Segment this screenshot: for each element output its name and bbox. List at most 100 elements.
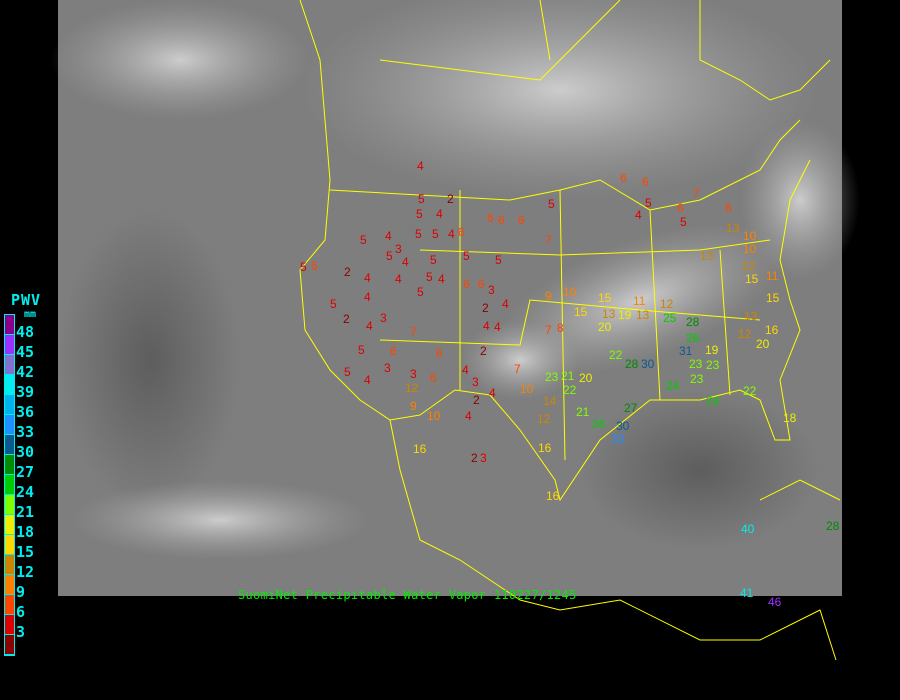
station-pwv-value: 5 [417,285,424,299]
station-pwv-value: 6 [487,211,494,225]
station-pwv-value: 6 [436,346,443,360]
station-pwv-value: 22 [609,348,623,362]
station-pwv-value: 5 [432,227,439,241]
station-pwv-value: 26 [592,417,606,431]
legend-swatch [5,635,14,655]
legend-swatch [5,555,14,575]
legend-label: 42 [16,363,35,381]
station-pwv-value: 4 [462,363,469,377]
station-pwv-value: 5 [430,253,437,267]
legend-title: PWV [11,291,42,309]
station-pwv-value: 4 [402,255,409,269]
legend-swatch [5,575,14,595]
station-pwv-value: 19 [618,308,632,322]
station-pwv-value: 20 [579,371,593,385]
station-pwv-value: 2 [473,393,480,407]
station-pwv-value: 5 [645,196,652,210]
legend-label: 27 [16,463,35,481]
legend-color-bar [4,314,15,656]
station-pwv-value: 5 [330,297,337,311]
station-pwv-value: 5 [358,343,365,357]
station-pwv-value: 7 [514,362,521,376]
station-pwv-value: 6 [478,277,485,291]
legend-label: 24 [16,483,35,501]
station-pwv-value: 4 [483,319,490,333]
station-pwv-value: 20 [598,320,612,334]
station-pwv-value: 12 [660,297,674,311]
legend-swatch [5,395,14,415]
station-pwv-value: 6 [463,277,470,291]
station-pwv-value: 7 [545,233,552,247]
station-pwv-value: 5 [680,215,687,229]
station-pwv-value: 4 [465,409,472,423]
station-pwv-value: 23 [690,372,704,386]
station-pwv-value: 28 [686,315,700,329]
station-pwv-value: 11 [766,269,779,283]
station-pwv-value: 6 [458,225,465,239]
station-pwv-value: 12 [537,412,551,426]
station-pwv-value: 4 [438,272,445,286]
station-pwv-value: 12 [738,327,752,341]
station-pwv-value: 21 [561,369,575,383]
station-pwv-value: 23 [545,370,559,384]
station-pwv-value: 10 [427,409,441,423]
station-pwv-value: 9 [410,399,417,413]
cloud-layer [50,0,860,560]
legend-swatch [5,415,14,435]
station-pwv-value: 5 [360,233,367,247]
station-pwv-value: 4 [364,290,371,304]
station-pwv-value: 7 [545,323,552,337]
station-pwv-value: 10 [743,242,757,256]
legend-label: 30 [16,443,35,461]
map-caption: SuomiNet Precipitable Water Vapor 110227… [238,588,577,602]
station-pwv-value: 6 [677,201,684,215]
station-pwv-value: 27 [624,401,638,415]
station-pwv-value: 6 [642,175,649,189]
station-pwv-value: 3 [384,361,391,375]
legend-swatch [5,315,14,335]
station-pwv-value: 14 [543,394,557,408]
station-pwv-value: 2 [447,192,454,206]
station-pwv-value: 3 [480,451,487,465]
station-pwv-value: 3 [472,375,479,389]
station-pwv-value: 4 [494,320,501,334]
station-pwv-value: 9 [545,289,552,303]
station-pwv-value: 6 [430,371,437,385]
station-pwv-value: 5 [300,260,307,274]
station-pwv-value: 25 [663,311,677,325]
station-pwv-value: 10 [520,382,534,396]
legend-swatch [5,495,14,515]
legend-swatch [5,335,14,355]
station-pwv-value: 4 [364,271,371,285]
station-pwv-value: 4 [448,227,455,241]
legend-label: 45 [16,343,35,361]
station-pwv-value: 30 [616,419,630,433]
station-pwv-value: 12 [405,381,419,395]
station-pwv-value: 6 [620,171,627,185]
legend-swatch [5,355,14,375]
station-pwv-value: 5 [418,192,425,206]
station-pwv-value: 4 [366,319,373,333]
station-pwv-value: 4 [364,373,371,387]
station-pwv-value: 8 [557,321,564,335]
station-pwv-value: 2 [482,301,489,315]
station-pwv-value: 4 [417,159,424,173]
legend-label: 12 [16,563,35,581]
station-pwv-value: 18 [783,411,797,425]
station-pwv-value: 4 [436,207,443,221]
station-pwv-value: 31 [679,344,693,358]
legend-label: 48 [16,323,35,341]
legend-swatch [5,515,14,535]
station-pwv-value: 16 [538,441,552,455]
station-pwv-value: 13 [636,308,650,322]
legend-label: 15 [16,543,35,561]
station-pwv-value: 2 [471,451,478,465]
station-pwv-value: 4 [385,229,392,243]
station-pwv-value: 22 [563,383,577,397]
legend-label: 36 [16,403,35,421]
station-pwv-value: 8 [725,201,732,215]
station-pwv-value: 5 [548,197,555,211]
station-pwv-value: 12 [742,259,756,273]
station-pwv-value: 3 [488,283,495,297]
legend-label: 6 [16,603,26,621]
